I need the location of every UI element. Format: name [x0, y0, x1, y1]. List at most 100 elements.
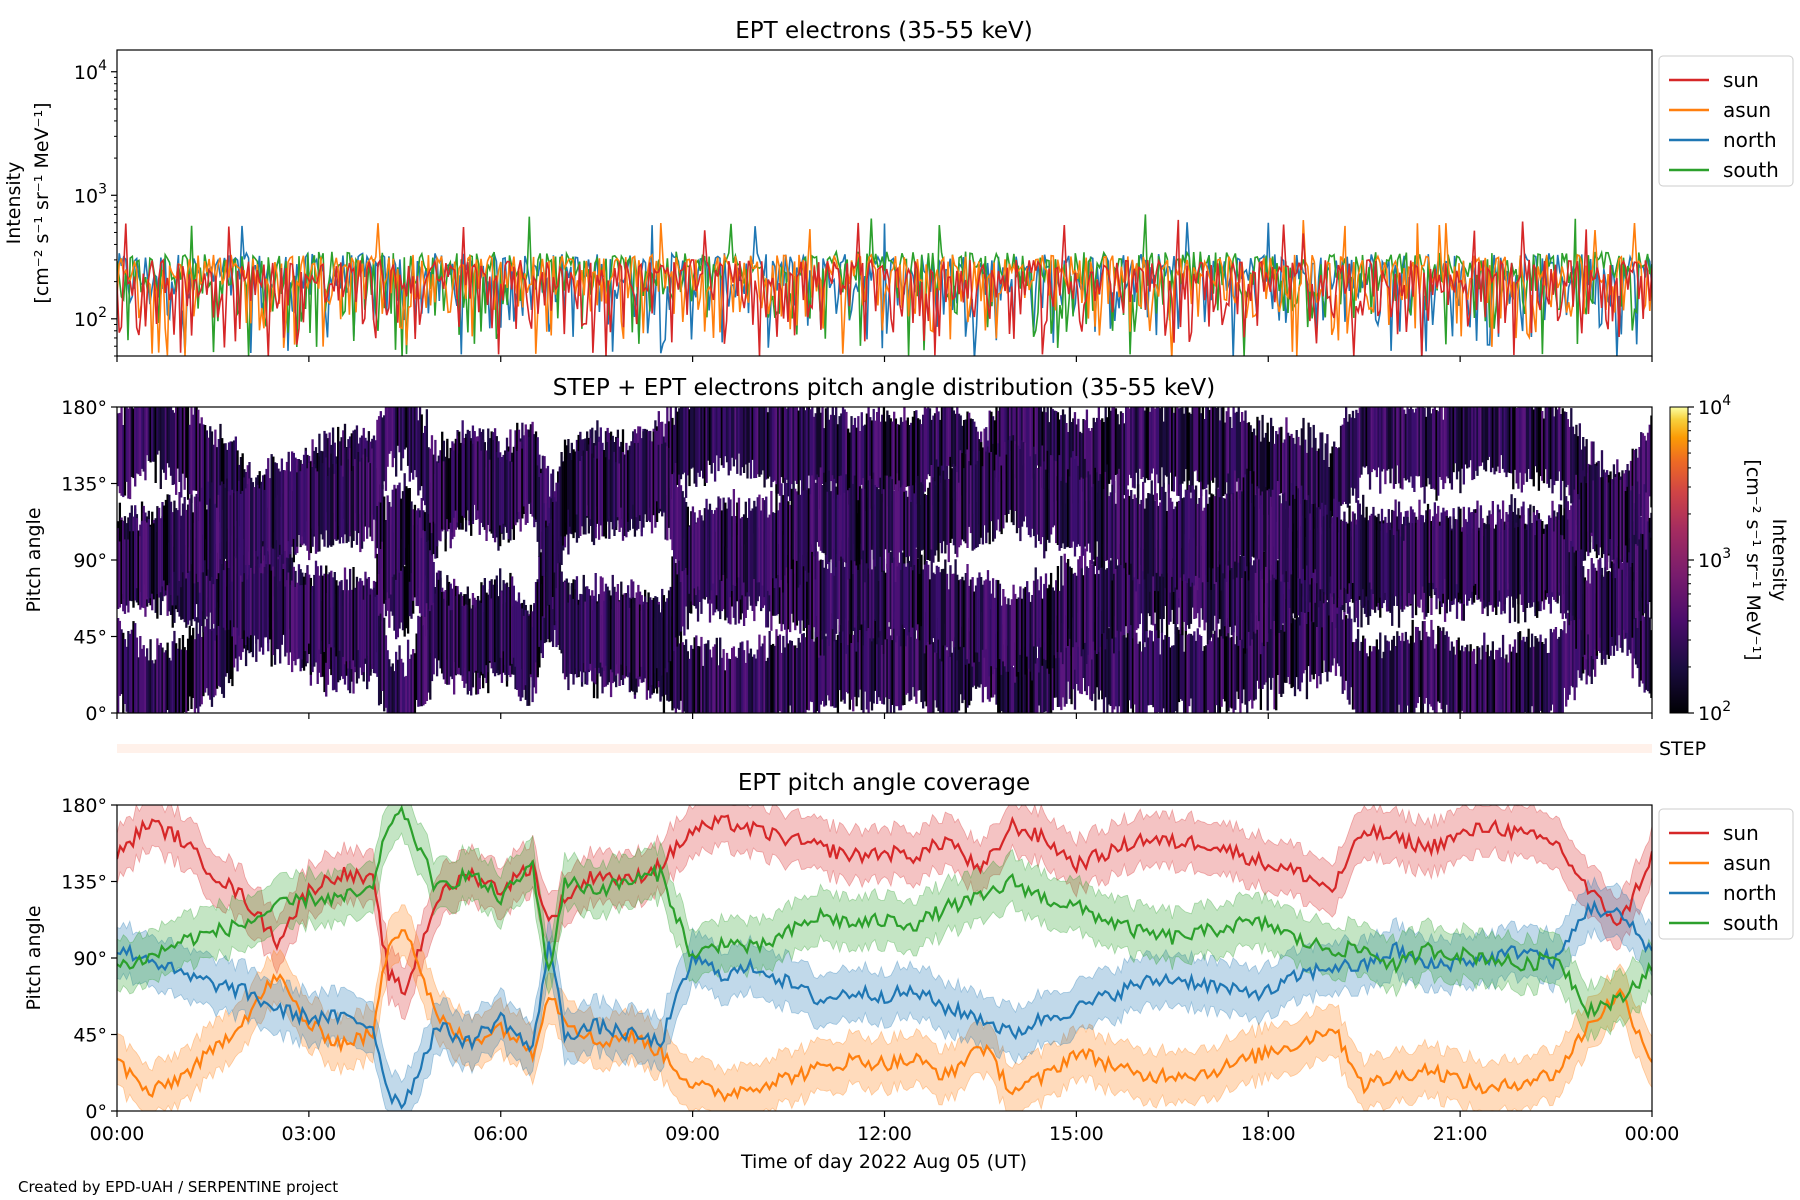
pad-heatmap-cell — [864, 553, 867, 621]
pad-heatmap-cell — [1263, 437, 1266, 515]
pad-heatmap-cell — [1043, 646, 1046, 713]
pad-heatmap-cell — [1396, 407, 1399, 466]
pad-heatmap-cell — [1343, 511, 1346, 588]
pad-heatmap-cell — [780, 652, 783, 713]
pad-heatmap-cell — [1169, 407, 1172, 473]
pad-heatmap-cell — [852, 483, 855, 574]
pad-heatmap-cell — [383, 538, 386, 604]
y-tick-label: 45° — [73, 627, 107, 649]
pad-heatmap-cell — [589, 438, 592, 520]
pad-heatmap-cell — [826, 491, 829, 565]
pad-heatmap-cell — [1650, 630, 1652, 698]
pad-heatmap-cell — [188, 498, 191, 572]
pad-heatmap-cell — [1188, 412, 1191, 481]
pad-heatmap-cell — [1029, 456, 1032, 538]
pad-heatmap-cell — [536, 465, 539, 542]
pad-heatmap-cell — [893, 619, 896, 713]
pad-heatmap-cell — [1124, 637, 1128, 713]
pad-heatmap-cell — [1124, 496, 1128, 563]
pad-heatmap-cell — [765, 496, 768, 575]
pad-heatmap-cell — [137, 407, 140, 475]
pad-heatmap-cell — [118, 541, 122, 608]
pad-heatmap-cell — [1464, 519, 1467, 589]
pad-heatmap-cell — [231, 441, 234, 536]
pad-heatmap-cell — [360, 580, 364, 673]
pad-heatmap-cell — [1421, 515, 1425, 587]
pad-heatmap-cell — [1290, 552, 1293, 624]
legend-label-south: south — [1723, 911, 1779, 935]
pad-heatmap-cell — [294, 473, 297, 553]
pad-heatmap-cell — [533, 605, 536, 675]
pad-heatmap-cell — [195, 493, 198, 574]
pad-heatmap-cell — [1295, 610, 1298, 678]
pad-heatmap-cell — [746, 517, 749, 593]
pad-heatmap — [117, 407, 1652, 713]
pad-heatmap-cell — [1454, 654, 1457, 713]
pad-heatmap-cell — [592, 457, 596, 546]
pad-heatmap-cell — [906, 417, 909, 487]
pad-heatmap-cell — [586, 450, 589, 516]
pad-heatmap-cell — [132, 531, 135, 608]
pad-heatmap-cell — [949, 456, 952, 543]
pad-heatmap-cell — [1225, 621, 1228, 713]
pad-heatmap-cell — [1242, 556, 1245, 649]
pad-heatmap-cell — [1266, 422, 1269, 500]
pad-heatmap-cell — [1617, 568, 1621, 636]
pad-heatmap-cell — [510, 576, 514, 664]
pad-heatmap-cell — [464, 437, 468, 521]
pad-heatmap-cell — [887, 552, 891, 623]
pad-heatmap-cell — [461, 606, 464, 677]
pad-heatmap-cell — [990, 452, 993, 522]
pad-heatmap-cell — [348, 568, 352, 661]
coverage-x-ticks: 00:00 03:00 06:00 09:00 12:00 15:00 18:00 21:00… — [90, 1111, 1679, 1145]
pad-heatmap-cell — [1036, 658, 1039, 713]
pad-heatmap-cell — [1310, 504, 1314, 579]
pad-heatmap-cell — [1408, 522, 1411, 594]
pad-heatmap-cell — [748, 653, 751, 713]
pad-heatmap-cell — [606, 442, 609, 522]
pad-heatmap-cell — [1426, 407, 1430, 479]
pad-heatmap-cell — [1160, 548, 1164, 633]
pad-heatmap-cell — [838, 416, 841, 509]
pad-heatmap-cell — [824, 408, 828, 486]
pad-heatmap-cell — [190, 494, 193, 565]
pad-heatmap-cell — [117, 528, 120, 609]
pad-heatmap-cell — [713, 407, 717, 482]
pad-heatmap-cell — [719, 498, 722, 580]
pad-heatmap-cell — [224, 443, 227, 520]
pad-heatmap-cell — [316, 471, 319, 552]
pad-heatmap-cell — [1090, 428, 1094, 504]
pad-heatmap-cell — [906, 552, 909, 636]
pad-heatmap-cell — [1080, 567, 1083, 657]
pad-heatmap-cell — [1414, 408, 1418, 476]
pad-heatmap-cell — [816, 551, 819, 637]
pad-heatmap-cell — [587, 589, 591, 670]
pad-heatmap-cell — [272, 456, 275, 549]
pad-heatmap-cell — [630, 441, 633, 519]
pad-heatmap-cell — [858, 486, 862, 565]
pad-heatmap-cell — [1295, 486, 1298, 582]
pad-heatmap-cell — [835, 486, 838, 568]
pad-heatmap-cell — [1157, 630, 1160, 713]
pad-heatmap-cell — [1585, 483, 1588, 552]
pad-heatmap-cell — [1240, 545, 1244, 640]
pad-heatmap-cell — [879, 614, 882, 701]
pad-heatmap-cell — [807, 552, 811, 625]
pad-heatmap-cell — [1106, 568, 1109, 640]
pad-heatmap-cell — [741, 516, 744, 596]
pad-heatmap-cell — [1471, 512, 1474, 592]
pad-heatmap-cell — [1121, 618, 1124, 713]
pad-heatmap-cell — [1009, 604, 1012, 672]
pad-heatmap-cell — [1210, 546, 1213, 638]
pad-heatmap-cell — [802, 490, 805, 567]
pad-heatmap-cell — [604, 457, 608, 539]
pad-heatmap-cell — [393, 484, 396, 575]
pad-heatmap-cell — [1237, 556, 1240, 646]
pad-heatmap-cell — [1240, 607, 1244, 704]
pad-heatmap-cell — [1322, 592, 1326, 661]
pad-heatmap-cell — [156, 506, 159, 594]
pad-heatmap-cell — [427, 540, 430, 630]
y-tick-label: 0° — [85, 703, 107, 725]
pad-heatmap-cell — [1486, 644, 1489, 713]
pad-heatmap-cell — [852, 539, 855, 631]
